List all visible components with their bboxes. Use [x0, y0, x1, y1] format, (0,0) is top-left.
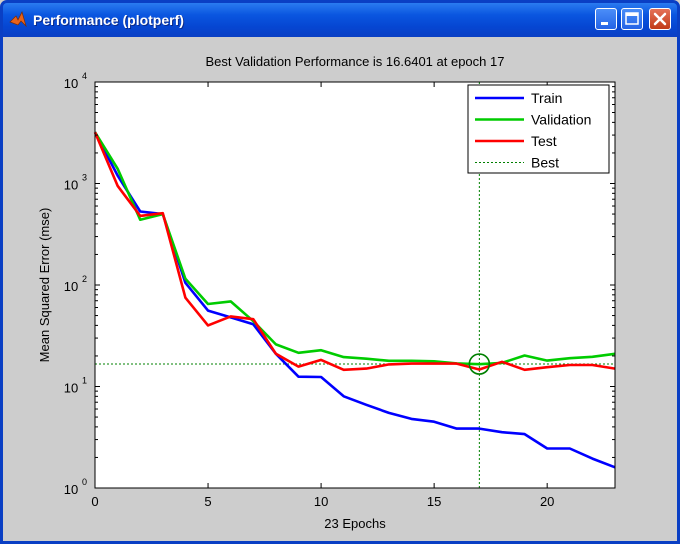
figure-area: 0 5 10 15 20 10 0 10 1 10 2 10 3 10 4 Best Validation … — [3, 37, 677, 541]
y-tick-exponent: 3 — [82, 173, 87, 183]
y-tick-label: 10 — [64, 482, 78, 497]
legend-label-test: Test — [531, 133, 557, 149]
legend-box — [467, 84, 610, 174]
minimize-icon — [601, 22, 608, 25]
legend-label-validation: Validation — [531, 112, 591, 128]
legend-label-best: Best — [531, 155, 559, 171]
series-lines — [93, 131, 616, 469]
series-line-validation — [93, 131, 616, 366]
best-circle-marker — [468, 353, 491, 375]
y-tick-exponent: 0 — [82, 477, 87, 487]
x-tick-label: 10 — [314, 494, 328, 509]
y-tick-exponent: 4 — [82, 71, 87, 81]
y-tick-label: 10 — [64, 279, 78, 294]
best-point — [468, 353, 491, 375]
close-button[interactable] — [649, 8, 671, 30]
chart-title: Best Validation Performance is 16.6401 a… — [206, 54, 505, 69]
y-tick-exponent: 1 — [82, 376, 87, 386]
maximize-button[interactable] — [621, 8, 643, 30]
minimize-button[interactable] — [595, 8, 617, 30]
close-icon — [653, 12, 667, 26]
matlab-icon — [9, 11, 27, 28]
y-tick-exponent: 2 — [82, 274, 87, 284]
best-markers — [95, 82, 615, 488]
x-axis-label: 23 Epochs — [324, 516, 386, 531]
window-title: Performance (plotperf) — [33, 12, 184, 28]
legend: Train Validation Test Best — [467, 84, 610, 174]
x-tick-label: 5 — [204, 494, 211, 509]
series-line-test — [93, 131, 616, 372]
y-axis-label: Mean Squared Error (mse) — [37, 208, 52, 363]
maximize-icon — [625, 12, 639, 25]
x-tick-label: 15 — [427, 494, 441, 509]
x-tick-label: 20 — [540, 494, 554, 509]
y-tick-label: 10 — [64, 76, 78, 91]
legend-label-train: Train — [531, 90, 562, 106]
axis-ticks: 0 5 10 15 20 10 0 10 1 10 2 10 3 10 4 — [64, 71, 615, 509]
x-tick-label: 0 — [91, 494, 98, 509]
y-tick-label: 10 — [64, 178, 78, 193]
title-bar[interactable]: Performance (plotperf) — [3, 3, 677, 37]
performance-chart: 0 5 10 15 20 10 0 10 1 10 2 10 3 10 4 Best Validation … — [37, 54, 616, 531]
y-tick-label: 10 — [64, 381, 78, 396]
